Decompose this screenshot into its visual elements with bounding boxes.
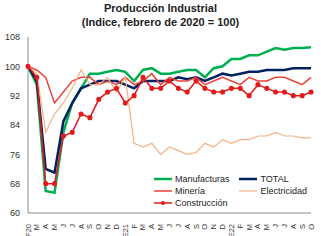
svg-text:M: M — [245, 224, 254, 230]
svg-text:A: A — [289, 224, 298, 229]
svg-text:M: M — [262, 224, 271, 230]
html-text:TOTAL: TOTAL — [260, 173, 289, 184]
html-text:Producción Industrial: Producción Industrial — [104, 2, 217, 14]
svg-text:S: S — [192, 224, 201, 229]
svg-text:M: M — [138, 224, 147, 230]
svg-text:N: N — [209, 224, 218, 229]
svg-text:F: F — [236, 224, 245, 229]
svg-text:92: 92 — [10, 91, 20, 101]
svg-text:F20: F20 — [24, 224, 33, 236]
svg-text:M: M — [50, 224, 59, 230]
svg-text:O: O — [200, 224, 209, 230]
svg-text:A: A — [183, 224, 192, 229]
svg-text:J: J — [174, 224, 183, 228]
svg-text:76: 76 — [10, 150, 20, 160]
svg-text:D: D — [112, 223, 121, 229]
svg-text:60: 60 — [10, 208, 20, 218]
svg-text:68: 68 — [10, 179, 20, 189]
svg-text:A: A — [147, 224, 156, 229]
svg-text:S: S — [85, 224, 94, 229]
svg-text:108: 108 — [8, 32, 20, 42]
svg-text:A: A — [41, 224, 50, 229]
svg-text:100: 100 — [8, 62, 20, 72]
svg-text:M: M — [156, 224, 165, 230]
svg-text:F: F — [130, 224, 139, 229]
svg-text:J: J — [68, 224, 77, 228]
html-text:Construcción: Construcción — [174, 197, 228, 208]
html-text:Electricidad: Electricidad — [260, 185, 307, 196]
svg-text:J: J — [165, 224, 174, 228]
html-text:(Indice, febrero de 2020 = 100: (Indice, febrero de 2020 = 100) — [81, 16, 240, 28]
svg-text:O: O — [307, 224, 314, 230]
svg-text:J: J — [280, 224, 289, 228]
svg-text:E21: E21 — [121, 224, 130, 236]
svg-text:N: N — [103, 224, 112, 229]
svg-text:A: A — [77, 224, 86, 229]
svg-text:M: M — [32, 224, 41, 230]
svg-text:J: J — [59, 224, 68, 228]
svg-text:D: D — [218, 223, 227, 229]
html-text:Minería: Minería — [174, 185, 205, 196]
svg-text:E22: E22 — [227, 224, 236, 236]
svg-text:S: S — [298, 224, 307, 229]
svg-text:84: 84 — [10, 120, 20, 130]
svg-text:A: A — [253, 224, 262, 229]
html-text:Manufacturas: Manufacturas — [174, 173, 230, 184]
svg-text:J: J — [271, 224, 280, 228]
svg-text:O: O — [94, 224, 103, 230]
